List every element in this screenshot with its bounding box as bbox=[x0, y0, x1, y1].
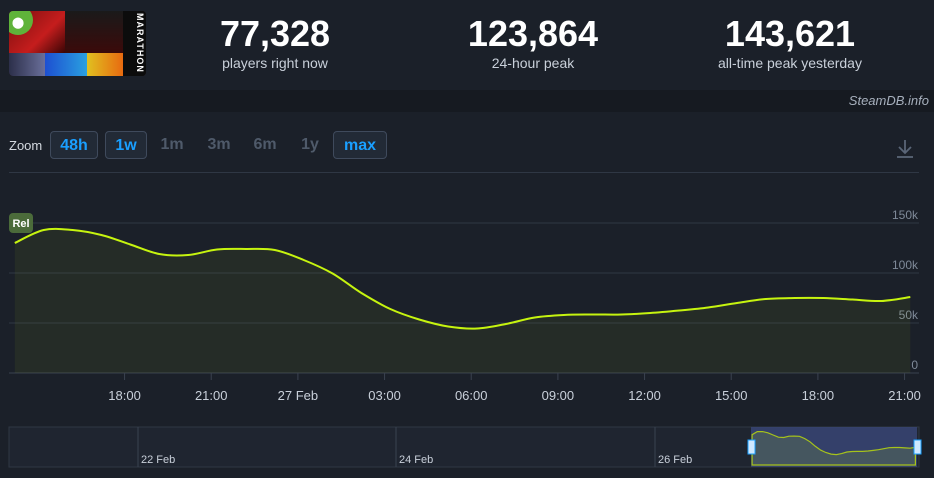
x-tick-label: 09:00 bbox=[542, 388, 575, 403]
zoom-1m-button[interactable]: 1m bbox=[160, 136, 184, 153]
stat-all-time-peak: 143,621 all-time peak yesterday bbox=[690, 14, 890, 72]
player-count-chart[interactable]: 150k 100k 50k 0 18:00 21:00 27 Feb 03:00 06:00 0… bbox=[0, 200, 934, 415]
y-axis-ticks: 150k 100k 50k 0 bbox=[892, 208, 919, 372]
chart-gridlines bbox=[9, 222, 919, 374]
release-annotation[interactable]: Rel bbox=[9, 213, 33, 233]
stat-label: players right now bbox=[222, 55, 328, 71]
stat-players-now: 77,328 players right now bbox=[185, 14, 365, 72]
stat-value: 143,621 bbox=[724, 13, 856, 54]
game-thumbnail-title: MARATHON bbox=[135, 13, 145, 73]
navigator-tick-label: 26 Feb bbox=[658, 454, 692, 466]
x-tick-label: 03:00 bbox=[368, 388, 401, 403]
release-annotation-label: Rel bbox=[12, 218, 29, 230]
download-icon[interactable] bbox=[895, 138, 915, 160]
stat-value: 123,864 bbox=[467, 13, 599, 54]
x-tick-label: 06:00 bbox=[455, 388, 488, 403]
game-thumbnail[interactable]: MARATHON ⬤ bbox=[9, 11, 146, 76]
navigator-ticks: 22 Feb 24 Feb 26 Feb bbox=[137, 427, 692, 467]
navigator-left-handle[interactable] bbox=[747, 439, 756, 455]
navigator-right-handle[interactable] bbox=[913, 439, 922, 455]
stat-24h-peak: 123,864 24-hour peak bbox=[443, 14, 623, 72]
x-tick-label: 15:00 bbox=[715, 388, 748, 403]
chart-navigator[interactable]: 22 Feb 24 Feb 26 Feb bbox=[0, 420, 934, 478]
divider bbox=[9, 172, 919, 173]
zoom-48h-button[interactable]: 48h bbox=[50, 131, 98, 159]
zoom-3m-button[interactable]: 3m bbox=[207, 136, 231, 153]
y-tick-label: 150k bbox=[892, 208, 919, 222]
x-tick-label: 18:00 bbox=[802, 388, 835, 403]
y-tick-label: 0 bbox=[911, 358, 918, 372]
series-area bbox=[14, 228, 911, 373]
navigator-tick-label: 22 Feb bbox=[141, 454, 175, 466]
navigator-tick-label: 24 Feb bbox=[399, 454, 433, 466]
x-tick-label: 21:00 bbox=[888, 388, 921, 403]
zoom-6m-button[interactable]: 6m bbox=[253, 136, 277, 153]
x-tick-label: 12:00 bbox=[628, 388, 661, 403]
navigator-series-line bbox=[751, 431, 916, 466]
stat-label: all-time peak yesterday bbox=[718, 55, 862, 71]
y-tick-label: 50k bbox=[899, 308, 919, 322]
series-line bbox=[14, 227, 911, 330]
zoom-label: Zoom bbox=[9, 138, 43, 153]
y-tick-label: 100k bbox=[892, 258, 919, 272]
zoom-max-button[interactable]: max bbox=[333, 131, 387, 159]
zoom-1y-button[interactable]: 1y bbox=[301, 136, 319, 153]
x-tick-label: 27 Feb bbox=[278, 388, 318, 403]
stat-value: 77,328 bbox=[219, 13, 331, 54]
navigator-selection[interactable] bbox=[751, 427, 917, 467]
credit-bar: SteamDB.info bbox=[0, 90, 934, 112]
game-cover-art-icon: ⬤ bbox=[9, 11, 33, 35]
x-axis-ticks: 18:00 21:00 27 Feb 03:00 06:00 09:00 12:00 15:0… bbox=[108, 373, 921, 403]
stat-label: 24-hour peak bbox=[491, 55, 575, 71]
x-tick-label: 21:00 bbox=[195, 388, 228, 403]
stats-header: MARATHON ⬤ 77,328 players right now 123,… bbox=[0, 0, 934, 90]
zoom-1w-button[interactable]: 1w bbox=[105, 131, 147, 159]
credit-link[interactable]: SteamDB.info bbox=[848, 93, 929, 108]
x-tick-label: 18:00 bbox=[108, 388, 141, 403]
